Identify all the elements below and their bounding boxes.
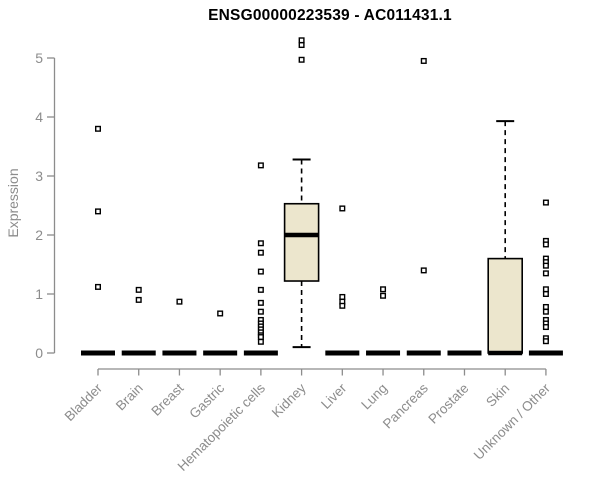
- collapsed-box-lung: [366, 350, 401, 356]
- collapsed-box-unknown-other: [528, 350, 563, 356]
- outlier-point-unknown-other: [542, 338, 549, 345]
- outlier-point-kidney: [298, 56, 305, 63]
- outlier-point-hematopoietic-cells: [257, 334, 264, 341]
- x-tick-label-pancreas: Pancreas: [380, 380, 431, 431]
- x-tick-label-brain: Brain: [113, 381, 146, 414]
- outlier-point-gastric: [217, 310, 224, 317]
- outlier-point-hematopoietic-cells: [257, 268, 264, 275]
- x-tick-label-prostate: Prostate: [425, 381, 471, 427]
- y-tick-label: 2: [35, 227, 43, 243]
- outlier-point-brain: [135, 286, 142, 293]
- outlier-point-lung: [380, 292, 387, 299]
- outlier-point-kidney: [298, 37, 305, 44]
- outlier-point-unknown-other: [542, 324, 549, 331]
- outlier-point-lung: [380, 286, 387, 293]
- outlier-point-unknown-other: [542, 199, 549, 206]
- outlier-point-unknown-other: [542, 270, 549, 277]
- x-tick-label-lung: Lung: [358, 381, 390, 413]
- outlier-point-unknown-other: [542, 308, 549, 315]
- collapsed-box-brain: [121, 350, 156, 356]
- y-tick-label: 1: [35, 286, 43, 302]
- chart-title: ENSG00000223539 - AC011431.1: [208, 7, 452, 24]
- outlier-point-unknown-other: [542, 286, 549, 293]
- collapsed-box-prostate: [447, 350, 482, 356]
- outlier-point-bladder: [94, 125, 101, 132]
- outlier-point-kidney: [298, 42, 305, 49]
- outlier-point-unknown-other: [542, 241, 549, 248]
- outlier-point-brain: [135, 296, 142, 303]
- y-tick-label: 3: [35, 168, 43, 184]
- x-tick-label-breast: Breast: [148, 380, 186, 418]
- outlier-point-hematopoietic-cells: [257, 286, 264, 293]
- outlier-point-liver: [339, 293, 346, 300]
- collapsed-box-bladder: [81, 350, 115, 356]
- collapsed-box-hematopoietic-cells: [243, 350, 278, 356]
- outlier-point-bladder: [94, 208, 101, 215]
- outlier-point-hematopoietic-cells: [257, 240, 264, 247]
- x-tick-label-kidney: Kidney: [269, 380, 309, 420]
- outlier-point-liver: [339, 302, 346, 309]
- outlier-point-hematopoietic-cells: [257, 162, 264, 169]
- collapsed-box-gastric: [203, 350, 238, 356]
- outlier-point-hematopoietic-cells: [257, 338, 264, 345]
- outlier-point-liver: [339, 205, 346, 212]
- box-kidney: [283, 202, 320, 282]
- x-tick-label-skin: Skin: [483, 381, 512, 410]
- x-tick-label-bladder: Bladder: [62, 380, 106, 424]
- outlier-point-pancreas: [420, 57, 427, 64]
- outlier-point-hematopoietic-cells: [257, 299, 264, 306]
- outlier-point-pancreas: [420, 267, 427, 274]
- y-tick-label: 5: [35, 50, 43, 66]
- y-tick-label: 0: [35, 345, 43, 361]
- box-skin: [487, 257, 524, 354]
- collapsed-box-breast: [162, 350, 197, 356]
- outlier-point-breast: [176, 298, 183, 305]
- outlier-point-hematopoietic-cells: [257, 249, 264, 256]
- outlier-point-unknown-other: [542, 262, 549, 269]
- x-tick-label-liver: Liver: [318, 380, 350, 412]
- outlier-point-hematopoietic-cells: [257, 308, 264, 315]
- collapsed-box-pancreas: [406, 350, 441, 356]
- outlier-point-unknown-other: [542, 303, 549, 310]
- x-tick-label-gastric: Gastric: [186, 380, 227, 421]
- y-tick-label: 4: [35, 109, 43, 125]
- outlier-point-unknown-other: [542, 291, 549, 298]
- x-tick-label-unknown-other: Unknown / Other: [471, 380, 554, 463]
- collapsed-box-liver: [325, 350, 360, 356]
- outlier-point-bladder: [94, 283, 101, 290]
